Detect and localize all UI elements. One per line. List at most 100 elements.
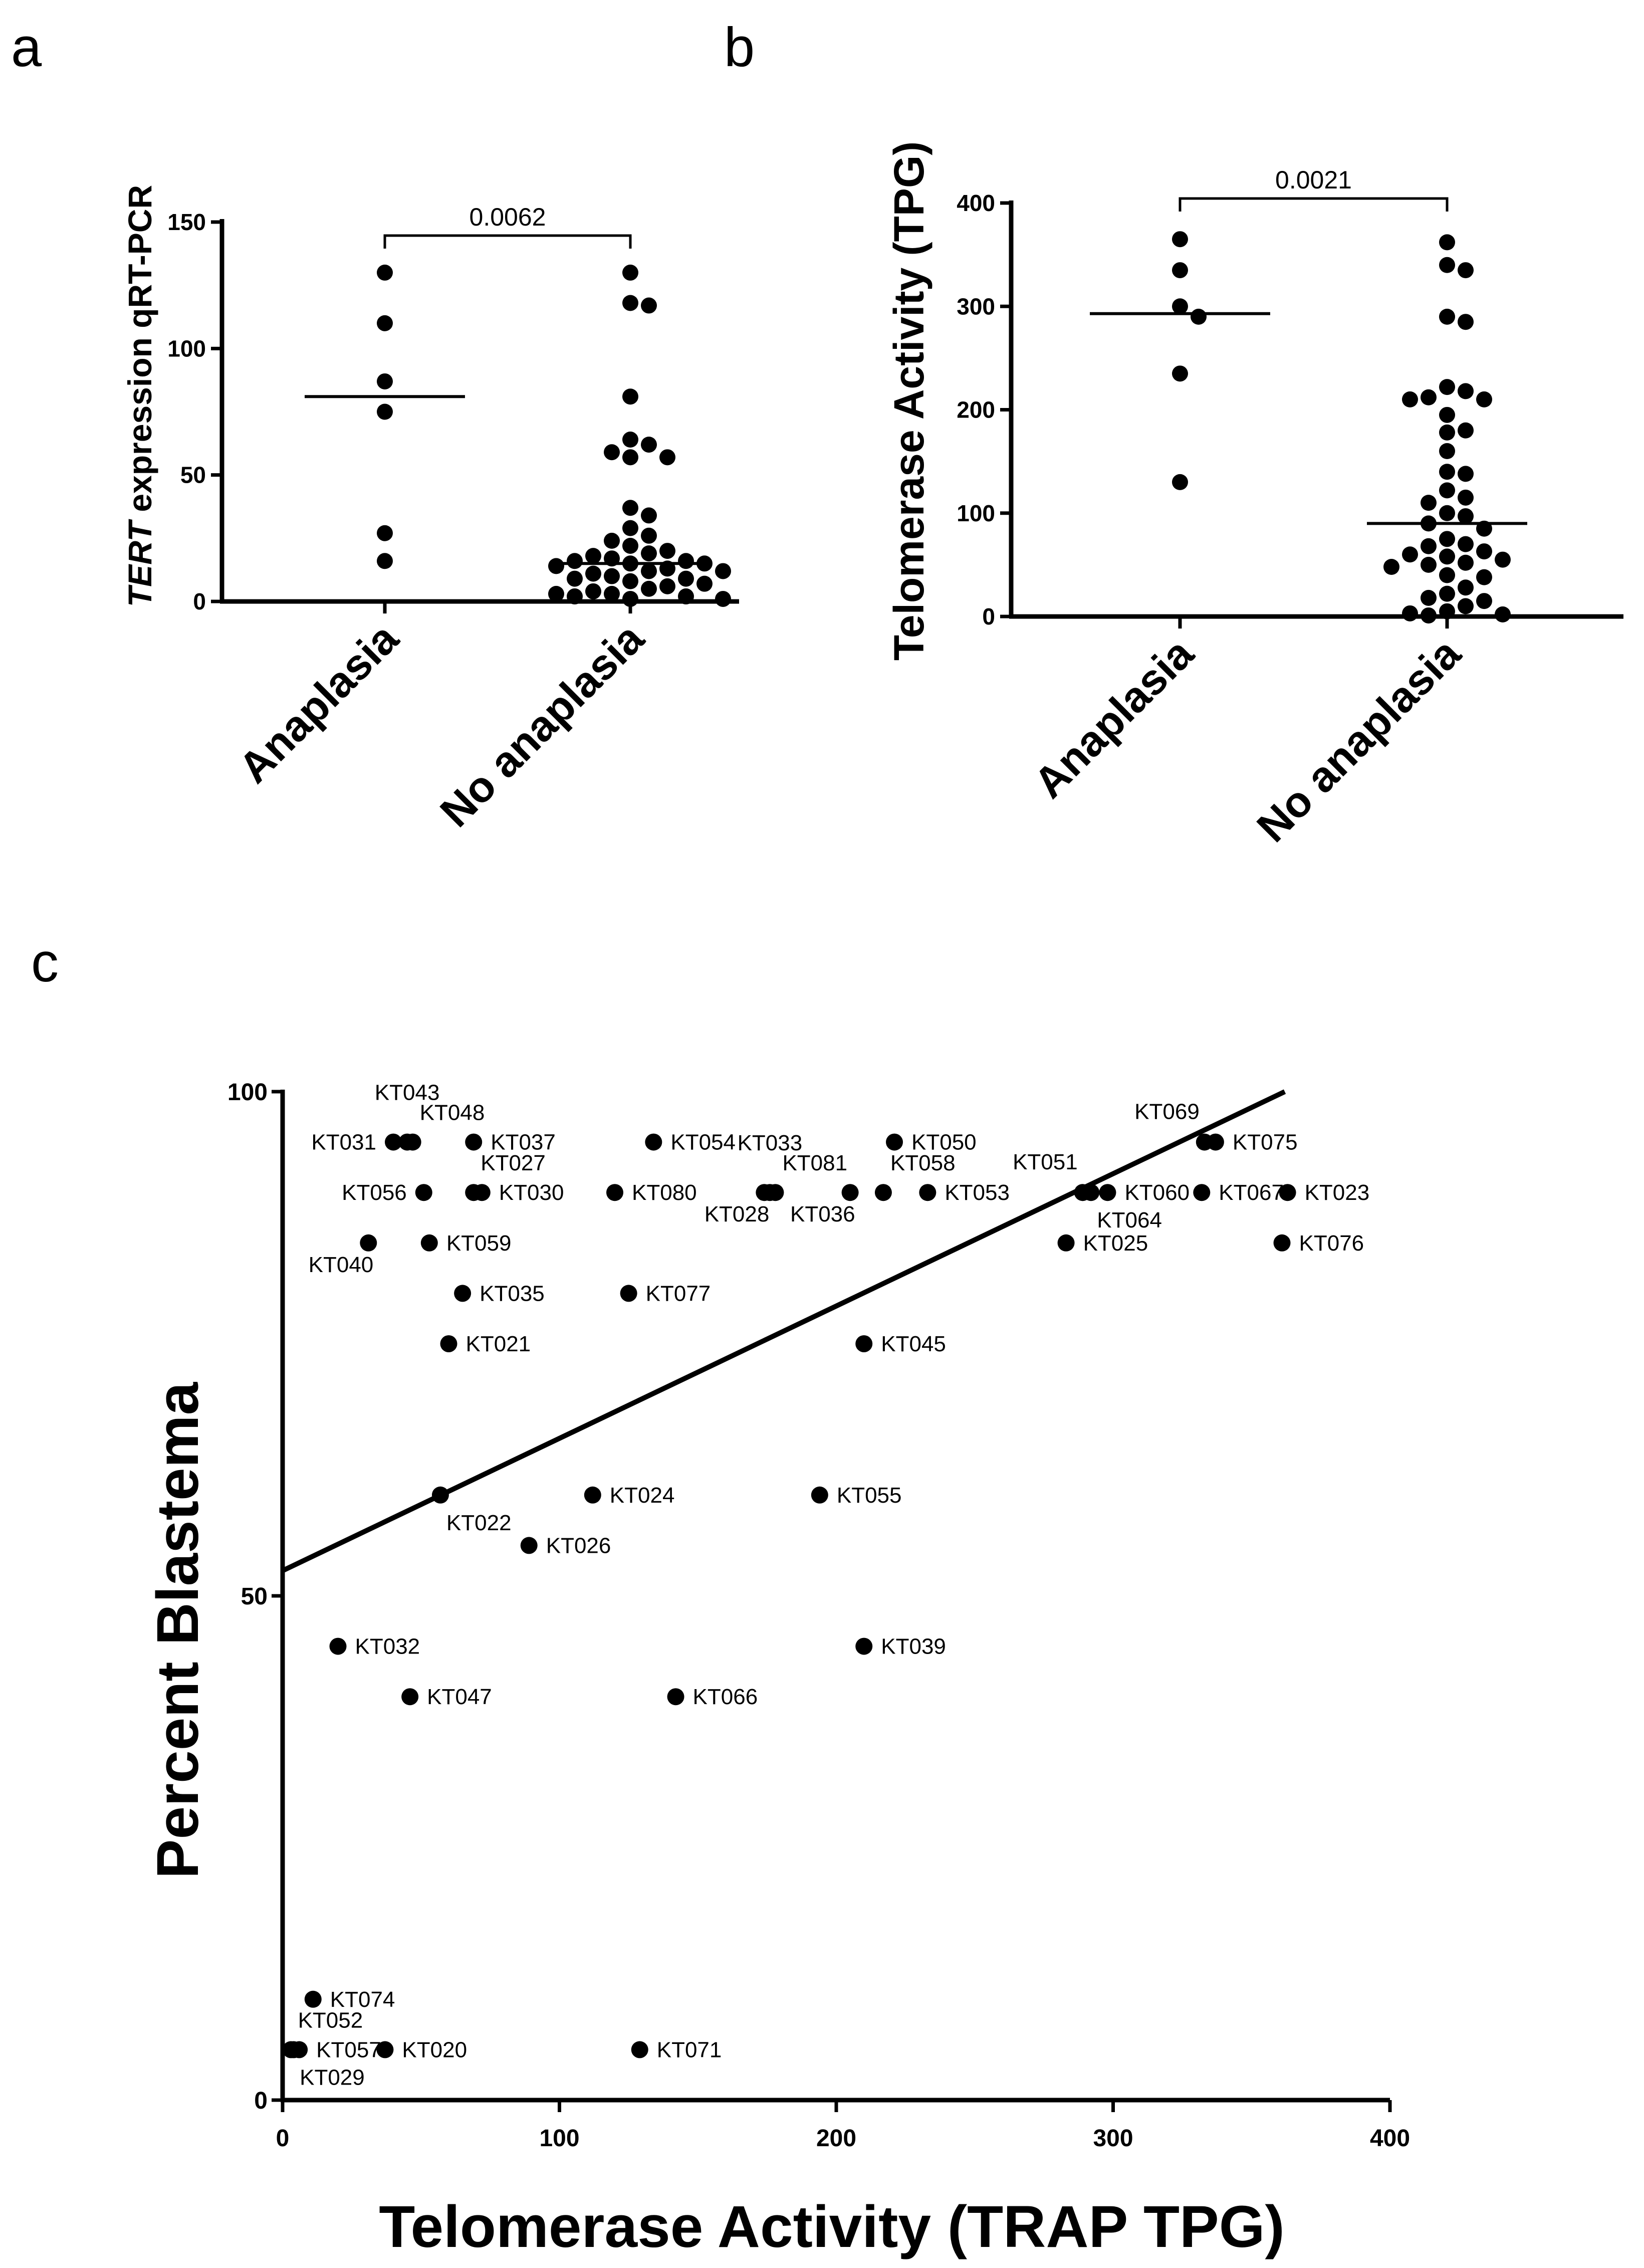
panel-b-data-point — [1495, 551, 1511, 568]
panel-c-data-point — [606, 1184, 623, 1201]
panel-a-y-tick-label: 100 — [167, 335, 206, 361]
panel-c-chart: Percent Blastema Telomerase Activity (TR… — [145, 1079, 1410, 2260]
panel-c-point-label: KT069 — [1134, 1100, 1200, 1124]
panel-c-point-label: KT074 — [330, 1987, 395, 2012]
panel-a-chart: TERT expression qRT-PCR 0 50 100 150 Anapla… — [121, 185, 739, 837]
panel-b-data-point — [1439, 603, 1455, 620]
panel-c-data-point — [520, 1537, 538, 1554]
panel-a-data-point — [622, 388, 638, 405]
panel-c-point-label: KT059 — [446, 1231, 512, 1256]
panel-a-data-point — [678, 588, 694, 604]
panel-a-data-point — [659, 578, 675, 594]
panel-a-data-point — [585, 548, 601, 564]
panel-a-data-point — [622, 520, 638, 536]
panel-c-point-label: KT066 — [693, 1685, 758, 1709]
panel-b-category-label: No anaplasia — [1248, 629, 1470, 852]
panel-a-data-point — [641, 545, 657, 562]
panel-letter-c: c — [31, 932, 59, 993]
panel-b-data-point — [1172, 231, 1188, 248]
panel-c-data-point — [841, 1184, 859, 1201]
panel-c-regression-line — [281, 1089, 1286, 1573]
panel-b-y-axis-label: Telomerase Activity (TPG) — [885, 141, 932, 661]
panel-b-chart: Telomerase Activity (TPG) 0100200300400 … — [885, 141, 1623, 852]
panel-b-data-point — [1439, 379, 1455, 395]
panel-b-data-point — [1476, 593, 1492, 609]
panel-b-data-point — [1439, 482, 1455, 499]
panel-a-data-point — [659, 543, 675, 559]
panel-c-data-point — [584, 1486, 601, 1504]
panel-b-data-point — [1439, 548, 1455, 565]
panel-c-point-label: KT030 — [499, 1180, 564, 1205]
panel-a-data-point — [696, 575, 713, 592]
panel-b-data-point — [1383, 559, 1399, 575]
panel-c-data-point — [401, 1688, 419, 1706]
panel-c-point-label: KT055 — [837, 1483, 902, 1508]
panel-c-point-label: KT035 — [480, 1281, 545, 1306]
panel-c-point-label: KT043 — [375, 1081, 440, 1105]
panel-c-data-point — [440, 1335, 457, 1352]
panel-a-data-point — [604, 550, 620, 567]
panel-c-point-label: KT045 — [881, 1332, 946, 1356]
panel-a-data-point — [696, 555, 713, 572]
panel-a-data-point — [659, 560, 675, 577]
panel-b-data-point — [1439, 424, 1455, 441]
panel-c-data-point — [756, 1184, 773, 1201]
panel-c-x-axis-label: Telomerase Activity (TRAP TPG) — [379, 2194, 1285, 2260]
panel-a-data-point — [641, 297, 657, 314]
panel-c-point-label: KT027 — [481, 1151, 546, 1175]
panel-a-data-point — [377, 553, 393, 569]
panel-c-data-point — [919, 1184, 936, 1201]
panel-c-point-label: KT051 — [1013, 1150, 1078, 1174]
panel-a-data-point — [585, 583, 601, 599]
panel-b-data-point — [1402, 546, 1418, 563]
panel-c-point-label: KT050 — [911, 1130, 977, 1155]
panel-b-data-point — [1421, 495, 1437, 511]
panel-c-point-label: KT032 — [355, 1634, 420, 1659]
panel-c-point-label: KT023 — [1305, 1180, 1370, 1205]
panel-c-point-label: KT048 — [420, 1101, 485, 1125]
panel-a-data-point — [622, 590, 638, 607]
panel-b-data-point — [1458, 422, 1474, 439]
panel-c-point-label: KT077 — [646, 1281, 711, 1306]
panel-a-data-point — [604, 585, 620, 602]
panel-c-data-point — [886, 1133, 903, 1151]
panel-c-point-label: KT057 — [316, 2037, 381, 2062]
panel-b-data-point — [1191, 308, 1207, 325]
panel-b-data-point — [1458, 489, 1474, 506]
panel-b-data-point — [1439, 585, 1455, 602]
panel-c-point-label: KT052 — [298, 2008, 363, 2032]
panel-b-data-point — [1476, 520, 1492, 537]
panel-c-data-point — [473, 1184, 491, 1201]
panel-b-data-point — [1458, 536, 1474, 552]
panel-a-data-point — [678, 553, 694, 569]
panel-b-data-point — [1421, 515, 1437, 532]
panel-a-data-point — [715, 563, 731, 579]
panel-a-data-point — [622, 500, 638, 516]
panel-c-point-label: KT060 — [1124, 1180, 1190, 1205]
panel-c-data-point — [285, 2041, 303, 2058]
panel-c-point-label: KT028 — [704, 1202, 770, 1226]
panel-c-point-label: KT081 — [782, 1151, 847, 1175]
panel-c-data-point — [1273, 1234, 1291, 1252]
panel-c-data-point — [855, 1637, 873, 1655]
panel-a-data-point — [548, 558, 564, 574]
panel-a-data-point — [377, 264, 393, 281]
panel-a-data-point — [377, 525, 393, 541]
panel-a-y-tick-label: 150 — [167, 209, 206, 235]
panel-c-data-point — [645, 1133, 662, 1151]
panel-b-data-point — [1458, 598, 1474, 614]
panel-b-data-point — [1495, 606, 1511, 623]
panel-c-point-label: KT075 — [1233, 1130, 1298, 1155]
panel-b-data-point — [1172, 262, 1188, 279]
panel-b-y-tick-label: 400 — [957, 190, 995, 216]
panel-b-data-point — [1421, 607, 1437, 624]
panel-c-data-point — [667, 1688, 684, 1706]
panel-b-data-point — [1458, 314, 1474, 330]
panel-a-data-point — [622, 573, 638, 589]
panel-c-x-tick-label: 100 — [539, 2125, 579, 2152]
panel-c-data-point — [431, 1486, 449, 1504]
panel-c-point-label: KT039 — [881, 1634, 946, 1659]
panel-b-data-point — [1476, 391, 1492, 407]
panel-c-point-label: KT056 — [342, 1180, 407, 1205]
panel-a-data-point — [659, 449, 675, 466]
